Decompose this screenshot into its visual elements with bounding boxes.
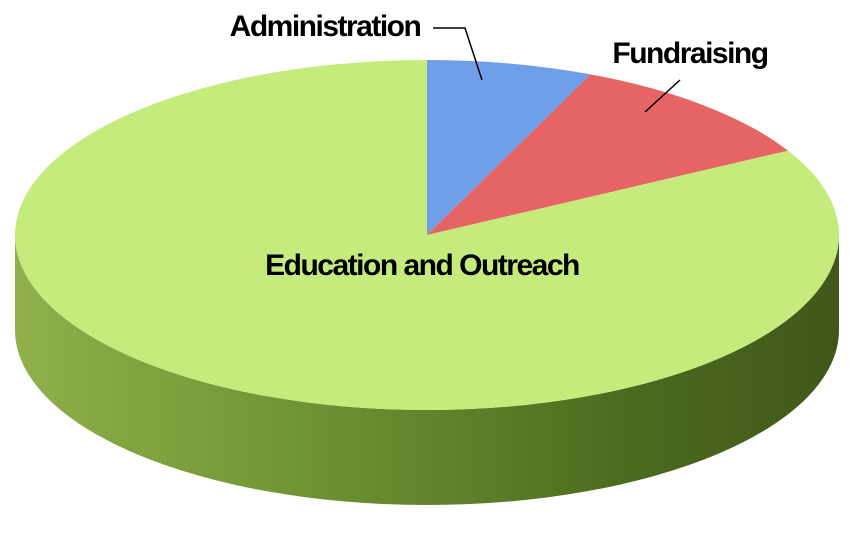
leader-line xyxy=(433,27,483,81)
pie-slice xyxy=(14,60,840,410)
slice-label: Education and Outreach xyxy=(265,249,579,282)
slice-label: Fundraising xyxy=(612,37,767,70)
pie-side xyxy=(15,235,839,505)
pie-slice xyxy=(427,60,591,235)
slice-label: Administration xyxy=(230,10,421,43)
leader-line xyxy=(644,79,681,113)
pie-slice xyxy=(427,74,789,235)
